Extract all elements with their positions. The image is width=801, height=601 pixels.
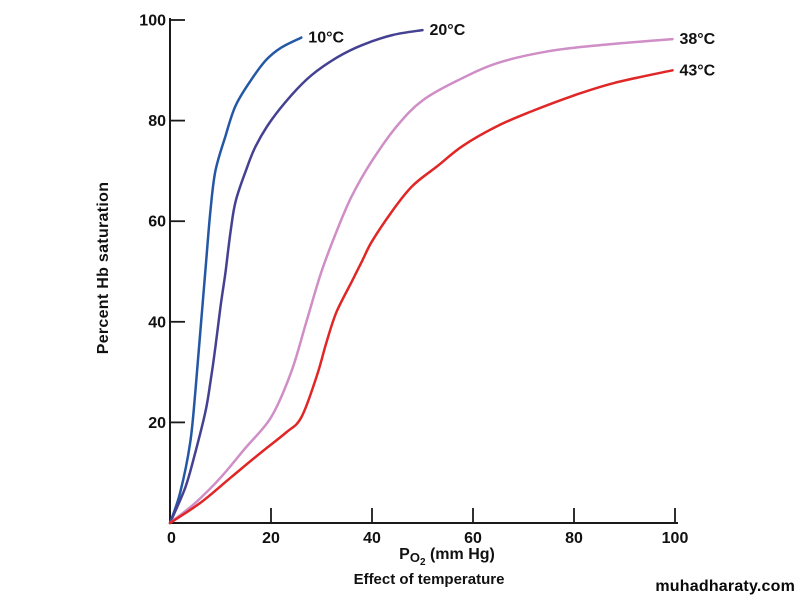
- curve-10c: [168, 36, 303, 525]
- curve-43c: [168, 69, 674, 525]
- x-tick-label: 0: [167, 530, 176, 547]
- x-tick-label: 80: [565, 530, 583, 547]
- y-axis-title: Percent Hb saturation: [95, 181, 112, 355]
- y-tick-label: 60: [148, 214, 166, 231]
- chart-caption: Effect of temperature: [353, 571, 505, 588]
- watermark-text: muhadharaty.com: [655, 578, 795, 595]
- x-axis-title-unit: (mm Hg): [425, 546, 495, 563]
- x-tick-label: 100: [662, 530, 689, 547]
- curve-38c-label: 38°C: [679, 31, 715, 48]
- axes-layer: 0 20 40 60 80 100 20 40 60 80 100: [139, 13, 688, 548]
- y-tick-label: 80: [148, 113, 166, 130]
- x-axis-title: PO2 (mm Hg): [399, 546, 495, 568]
- x-tick-label: 40: [363, 530, 381, 547]
- curve-10c-label: 10°C: [308, 30, 344, 47]
- y-tick-label: 20: [148, 415, 166, 432]
- curve-43c-label: 43°C: [679, 62, 715, 79]
- curve-38c: [168, 37, 674, 525]
- y-tick-label: 40: [148, 314, 166, 331]
- curve-20c-label: 20°C: [430, 22, 466, 39]
- curves-layer: [168, 28, 674, 525]
- x-tick-label: 60: [464, 530, 482, 547]
- curve-20c: [168, 28, 424, 525]
- curve-labels-layer: 10°C 20°C 38°C 43°C: [308, 22, 715, 79]
- x-axis-title-2: 2: [419, 557, 426, 568]
- y-tick-label: 100: [139, 13, 166, 30]
- x-axis-title-p: P: [399, 546, 410, 563]
- x-tick-label: 20: [262, 530, 280, 547]
- x-axis-title-o: O: [409, 550, 420, 565]
